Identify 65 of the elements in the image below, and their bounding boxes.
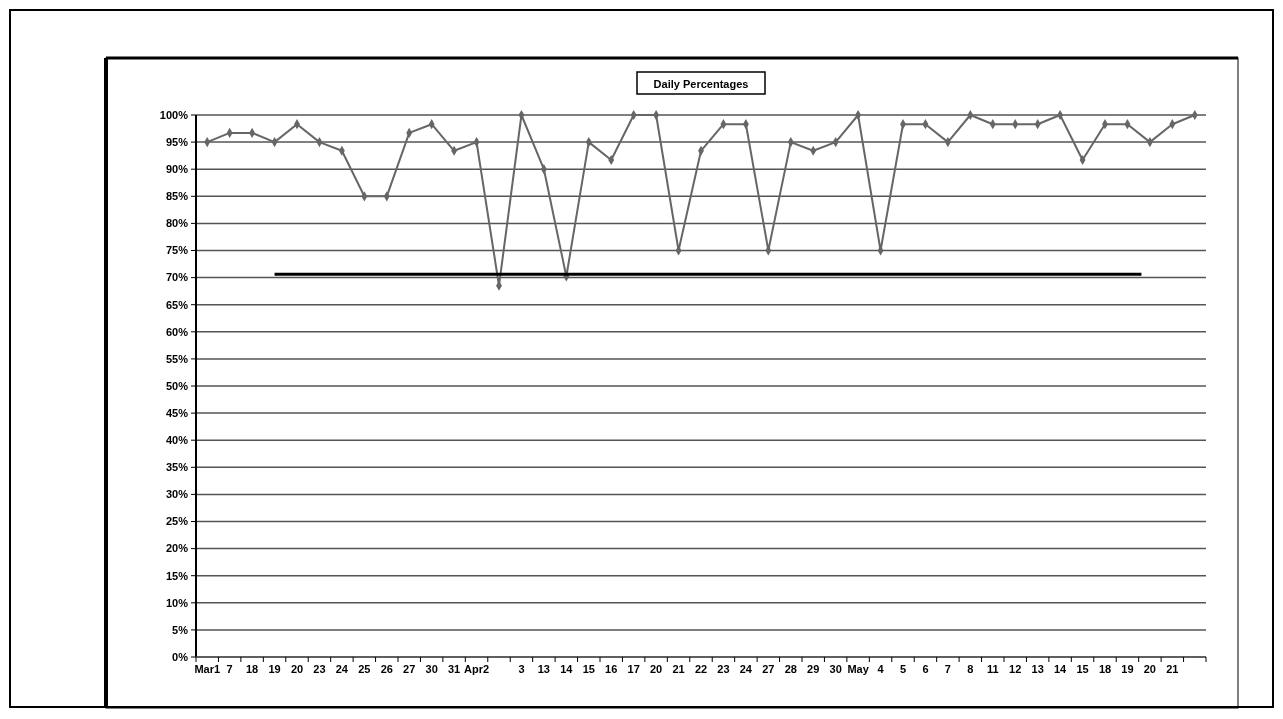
y-tick-label: 100% [159,108,189,121]
y-tick-label: 95% [165,135,189,148]
y-tick-label: 5% [172,623,189,636]
x-tick-label: 24 [739,663,753,675]
x-tick-label: 20 [1143,663,1157,675]
y-tick-label: 90% [165,163,189,176]
x-tick-label: 27 [762,663,775,675]
chart-title: Daily Percentages [653,78,749,90]
x-tick-label: 20 [649,663,663,675]
x-tick-label: 19 [268,663,281,675]
x-tick-label: 23 [313,663,326,675]
y-tick-label: 60% [165,325,189,338]
y-tick-label: 25% [165,515,189,528]
y-tick-label: 45% [165,406,189,419]
x-tick-label: 13 [1031,663,1044,675]
x-tick-label: 20 [290,663,304,675]
x-tick-label: May [847,663,870,675]
x-tick-label: 18 [245,663,259,675]
x-tick-label: 17 [627,663,640,675]
x-tick-label: 27 [403,663,416,675]
x-tick-label: 15 [1076,663,1089,675]
x-tick-label: Mar1 [194,663,221,675]
x-tick-label: 31 [447,663,461,675]
x-tick-label: 29 [807,663,820,675]
y-tick-label: 75% [165,244,189,257]
y-tick-label: 85% [165,190,189,203]
y-tick-label: 50% [165,379,189,392]
x-tick-label: 7 [226,663,233,675]
x-tick-label: 30 [829,663,842,675]
x-tick-label: 3 [518,663,525,675]
y-tick-label: 70% [165,271,189,284]
x-tick-label: 8 [967,663,974,675]
y-tick-label: 40% [165,434,189,447]
x-tick-label: 28 [784,663,797,675]
x-tick-label: 5 [899,663,907,675]
x-tick-label: 15 [582,663,595,675]
x-tick-label: 18 [1098,663,1112,675]
x-tick-label: 16 [605,663,618,675]
x-tick-label: 4 [877,663,885,675]
x-tick-label: 25 [358,663,371,675]
y-tick-label: 10% [165,596,189,609]
y-tick-label: 15% [165,569,189,582]
x-tick-label: 23 [717,663,730,675]
x-tick-label: 21 [672,663,685,675]
y-tick-label: 20% [165,542,189,555]
x-tick-label: 26 [380,663,393,675]
x-tick-label: 7 [944,663,951,675]
x-tick-label: 14 [1053,663,1068,675]
y-tick-label: 65% [165,298,189,311]
y-tick-label: 0% [172,650,189,663]
y-tick-label: 55% [165,352,189,365]
x-tick-label: 12 [1009,663,1022,675]
x-tick-label: 30 [425,663,438,675]
x-tick-label: Apr2 [464,663,490,675]
x-tick-label: 11 [986,663,999,675]
x-tick-label: 14 [560,663,574,675]
y-tick-label: 35% [165,461,189,474]
x-tick-label: 6 [922,663,929,675]
x-tick-label: 21 [1166,663,1179,675]
x-tick-label: 24 [335,663,349,675]
x-tick-label: 13 [537,663,551,675]
x-tick-label: 22 [694,663,708,675]
y-tick-label: 30% [165,488,189,501]
x-tick-label: 19 [1121,663,1134,675]
y-tick-label: 80% [165,217,189,230]
